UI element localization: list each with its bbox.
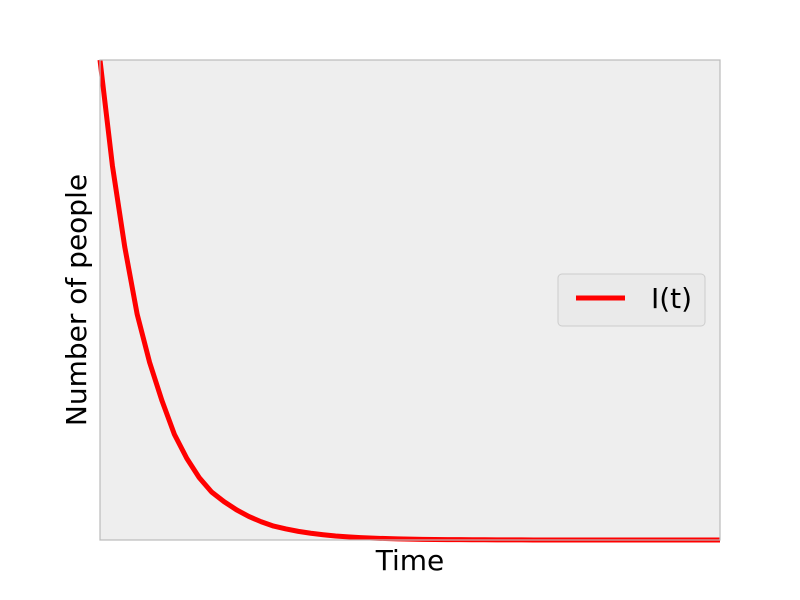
legend-box <box>557 273 706 327</box>
legend: I(t) <box>557 273 706 327</box>
y-axis-label: Number of people <box>60 174 93 426</box>
x-axis-label: Time <box>375 544 445 577</box>
plot-frame <box>99 59 721 541</box>
legend-label-i-t: I(t) <box>651 282 692 315</box>
